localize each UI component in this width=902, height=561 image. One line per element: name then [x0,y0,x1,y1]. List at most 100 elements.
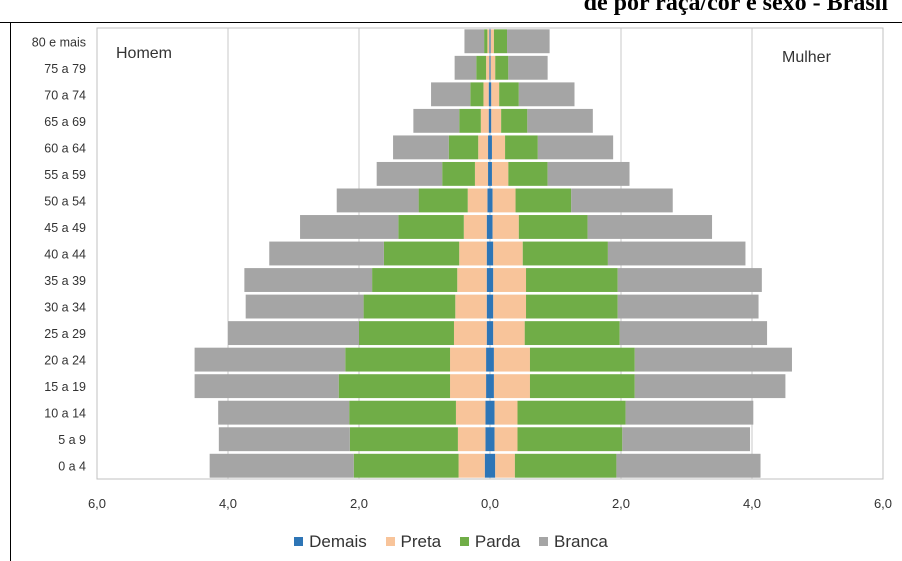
bar-female-preta [491,135,506,160]
bar-female-parda [517,400,626,425]
bar-female-demais [490,374,494,399]
bar-female-branca [622,427,751,452]
bar-male-branca [218,400,350,425]
age-group-label: 60 a 64 [44,141,86,155]
bar-male-demais [486,294,490,319]
x-tick-label: 4,0 [219,496,237,511]
bar-female-parda [501,108,528,133]
bar-male-preta [457,427,486,452]
age-group-label: 45 a 49 [44,221,86,235]
bar-male-parda [338,374,451,399]
bar-male-branca [218,427,350,452]
bar-female-branca [547,161,630,186]
bar-female-branca [619,321,768,346]
bar-female-preta [492,215,519,239]
bar-male-parda [383,241,460,266]
age-group-label: 75 a 79 [44,62,86,76]
bar-male-branca [245,294,364,319]
bar-male-preta [480,108,489,133]
bar-female-preta [493,294,527,319]
bar-male-demais [486,215,490,239]
bar-female-demais [490,347,494,372]
bar-female-demais [490,241,494,266]
bar-female-parda [508,161,548,186]
bar-female-branca [518,82,575,107]
bar-female-demais [490,427,495,452]
bar-female-branca [617,268,762,292]
bar-female-preta [491,108,502,133]
bar-female-parda [529,374,635,399]
bar-female-preta [495,453,515,478]
bar-male-branca [413,108,460,133]
bar-male-parda [418,188,468,213]
bar-male-preta [483,82,489,107]
bar-female-branca [587,215,713,239]
bar-male-demais [488,108,490,133]
bar-male-preta [486,55,490,80]
bar-male-parda [363,294,456,319]
bar-male-parda [459,108,481,133]
bar-male-demais [486,347,490,372]
bar-male-parda [345,347,451,372]
bar-male-parda [484,29,488,54]
bar-male-demais [485,427,490,452]
bar-male-preta [459,241,487,266]
x-tick-label: 0,0 [481,496,499,511]
legend-label-demais: Demais [309,531,367,551]
bar-female-demais [490,294,494,319]
bar-female-parda [524,321,620,346]
bar-male-parda [359,321,454,346]
bar-female-parda [495,55,509,80]
chart-legend: Demais Preta Parda Branca [0,531,902,552]
bar-female-branca [617,294,759,319]
age-group-label: 10 a 14 [44,407,86,421]
bar-male-demais [484,453,490,478]
bar-female-branca [625,400,754,425]
legend-label-parda: Parda [474,531,521,551]
age-group-label: 65 a 69 [44,115,86,129]
bar-male-branca [269,241,384,266]
age-group-label: 70 a 74 [44,88,86,102]
legend-swatch-parda [459,537,469,546]
bar-female-parda [517,427,623,452]
bar-male-demais [487,188,490,213]
bar-female-preta [493,241,523,266]
bar-male-preta [474,161,489,186]
bar-male-demais [488,161,490,186]
bar-female-demais [490,321,494,346]
bar-male-demais [486,268,490,292]
legend-item-demais: Demais [294,532,367,552]
bar-female-parda [514,453,617,478]
bar-female-demais [490,215,493,239]
age-group-label: 35 a 39 [44,274,86,288]
header-bar: de por raça/cor e sexo - Brasil [0,0,902,23]
bar-female-branca [607,241,746,266]
bar-female-parda [522,241,608,266]
bar-female-preta [494,400,518,425]
bar-female-branca [634,347,792,372]
bar-female-branca [507,29,550,54]
bar-female-branca [537,135,614,160]
bar-male-parda [349,427,458,452]
bar-male-preta [463,215,487,239]
bar-male-demais [488,135,490,160]
bar-male-preta [467,188,488,213]
age-group-label: 30 a 34 [44,301,86,315]
legend-label-preta: Preta [400,531,442,551]
bar-female-branca [527,108,593,133]
bar-male-branca [244,268,373,292]
bar-male-branca [209,453,354,478]
legend-label-branca: Branca [553,531,608,551]
age-group-label: 20 a 24 [44,354,86,368]
bar-male-branca [454,55,477,80]
bar-male-demais [486,241,490,266]
bar-male-demais [489,55,490,80]
bar-female-demais [490,108,492,133]
bar-male-preta [455,294,487,319]
bar-female-demais [490,135,492,160]
bar-female-demais [490,188,493,213]
bar-male-preta [478,135,489,160]
bar-male-preta [450,374,487,399]
bar-male-branca [194,374,339,399]
x-tick-label: 4,0 [743,496,761,511]
